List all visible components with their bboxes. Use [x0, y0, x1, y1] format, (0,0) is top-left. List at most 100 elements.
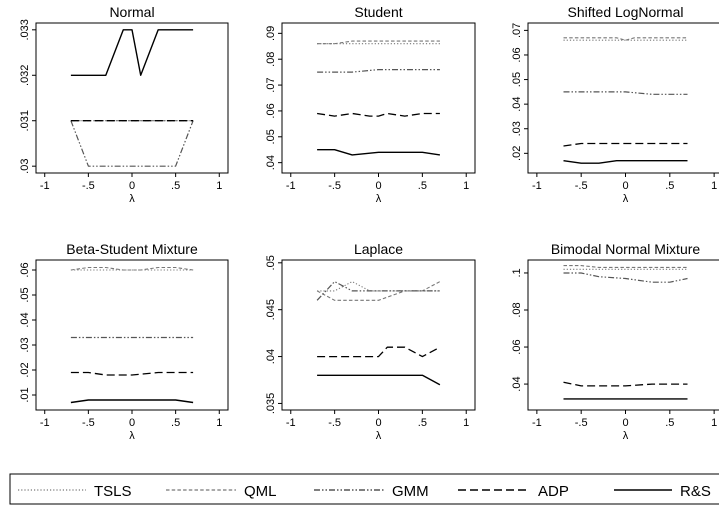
x-tick-label: -1 — [532, 417, 542, 429]
legend-label: R&S — [680, 483, 711, 500]
y-tick-label: .05 — [265, 129, 277, 144]
x-axis-label: λ — [376, 193, 382, 205]
panel-bimodal-normal-mixture: Bimodal Normal Mixture -1 -.5 0 .5 1 λ .04 .06 .0… — [511, 241, 719, 442]
x-tick-label: 1 — [711, 180, 717, 192]
series-line-rands — [70, 29, 194, 77]
y-tick-label: .04 — [265, 155, 277, 170]
series-line-qml — [70, 266, 194, 271]
x-tick-label: -1 — [40, 180, 50, 192]
x-axis-label: λ — [129, 430, 135, 442]
y-tick-label: .031 — [19, 110, 31, 131]
x-tick-label: -1 — [286, 180, 296, 192]
plot-frame — [527, 259, 719, 411]
y-tick-label: .02 — [19, 362, 31, 377]
legend-item-qml: QML — [166, 483, 277, 500]
series-line-gmm — [563, 91, 688, 95]
legend-label: TSLS — [94, 483, 132, 500]
x-tick-label: -.5 — [82, 417, 95, 429]
x-tick-label: .5 — [171, 417, 180, 429]
panel-normal: Normal -1 -.5 0 .5 1 λ .03 .031 .032 .033 — [19, 4, 229, 205]
x-tick-label: -.5 — [575, 417, 588, 429]
y-tick-label: .1 — [511, 268, 523, 277]
panels: Normal-1 -.5 0.5 1λ.03.031.032.033Student-1… — [19, 4, 719, 442]
series-line-tsls — [317, 281, 440, 292]
x-axis-label: λ — [129, 193, 135, 205]
series-line-adp — [317, 346, 441, 358]
panel-beta-student-mixture: Beta-Student Mixture -1 -.5 0 .5 1 λ .01 .02 .03.… — [19, 241, 229, 442]
y-tick-label: .06 — [511, 339, 523, 354]
series-line-adp — [563, 142, 688, 147]
y-tick-label: .06 — [265, 103, 277, 118]
y-tick-label: .04 — [19, 312, 31, 327]
series-line-rands — [70, 399, 194, 404]
x-tick-label: -.5 — [328, 180, 341, 192]
y-tick-label: .035 — [265, 393, 277, 414]
y-tick-label: .04 — [511, 96, 523, 111]
legend-label: GMM — [392, 483, 429, 500]
series-line-gmm — [316, 281, 440, 301]
y-tick-label: .09 — [265, 26, 277, 41]
legend: TSLS QML GMM ADP R&S — [9, 473, 719, 505]
y-tick-label: .03 — [19, 159, 31, 174]
x-tick-label: 1 — [463, 180, 469, 192]
y-tick-label: .033 — [19, 19, 31, 40]
x-tick-label: .5 — [418, 417, 427, 429]
legend-item-adp: ADP — [458, 483, 569, 500]
legend-item-rands: R&S — [614, 483, 711, 500]
x-tick-label: 1 — [216, 180, 222, 192]
series-line-rands — [563, 159, 688, 164]
x-tick-label: 0 — [375, 180, 381, 192]
x-tick-label: 0 — [375, 417, 381, 429]
y-tick-label: .03 — [511, 121, 523, 136]
y-tick-label: .08 — [265, 52, 277, 67]
y-tick-label: .07 — [511, 23, 523, 38]
legend-label: ADP — [538, 483, 569, 500]
y-tick-label: .05 — [511, 72, 523, 87]
y-tick-label: .07 — [265, 77, 277, 92]
y-tick-label: .04 — [265, 349, 277, 364]
series-line-adp — [70, 371, 194, 376]
plot-frame — [281, 259, 476, 411]
panel-student: Student -1 -.5 0 .5 1 λ .04 .05 .06 .07 .08 .09 — [265, 4, 476, 205]
x-tick-label: -.5 — [575, 180, 588, 192]
series-line-gmm — [70, 120, 194, 167]
legend-item-tsls: TSLS — [18, 483, 132, 500]
y-tick-label: .08 — [511, 302, 523, 317]
series-line-rands — [317, 374, 441, 386]
panel-title: Shifted LogNormal — [568, 4, 684, 20]
x-tick-label: -1 — [286, 417, 296, 429]
x-tick-label: 0 — [129, 180, 135, 192]
x-tick-label: -1 — [40, 417, 50, 429]
y-tick-label: .04 — [511, 376, 523, 391]
series-line-qml — [316, 281, 441, 301]
x-tick-label: 0 — [129, 417, 135, 429]
x-tick-label: .5 — [418, 180, 427, 192]
series-line-gmm — [563, 272, 688, 283]
x-tick-label: -.5 — [82, 180, 95, 192]
y-tick-label: .05 — [19, 287, 31, 302]
plot-frame — [281, 22, 476, 174]
series-line-qml — [563, 265, 688, 268]
panel-title: Student — [354, 4, 402, 20]
x-tick-label: -1 — [532, 180, 542, 192]
panel-laplace: Laplace -1 -.5 0 .5 1 λ .035 .04 .045 .05 — [265, 241, 476, 442]
y-tick-label: .03 — [19, 337, 31, 352]
panel-title: Bimodal Normal Mixture — [551, 241, 701, 257]
legend-box — [9, 473, 719, 505]
series-line-qml — [317, 40, 440, 45]
legend-label: QML — [244, 483, 277, 500]
y-tick-label: .032 — [19, 65, 31, 86]
x-axis-label: λ — [376, 430, 382, 442]
y-tick-label: .05 — [265, 255, 277, 270]
x-tick-label: 0 — [622, 180, 628, 192]
x-tick-label: .5 — [665, 180, 674, 192]
panel-title: Normal — [109, 4, 154, 20]
x-axis-label: λ — [623, 193, 629, 205]
x-tick-label: 1 — [711, 417, 717, 429]
x-tick-label: 1 — [463, 417, 469, 429]
panel-title: Beta-Student Mixture — [66, 241, 198, 257]
y-tick-label: .01 — [19, 387, 31, 402]
y-tick-label: .06 — [19, 262, 31, 277]
x-tick-label: .5 — [665, 417, 674, 429]
